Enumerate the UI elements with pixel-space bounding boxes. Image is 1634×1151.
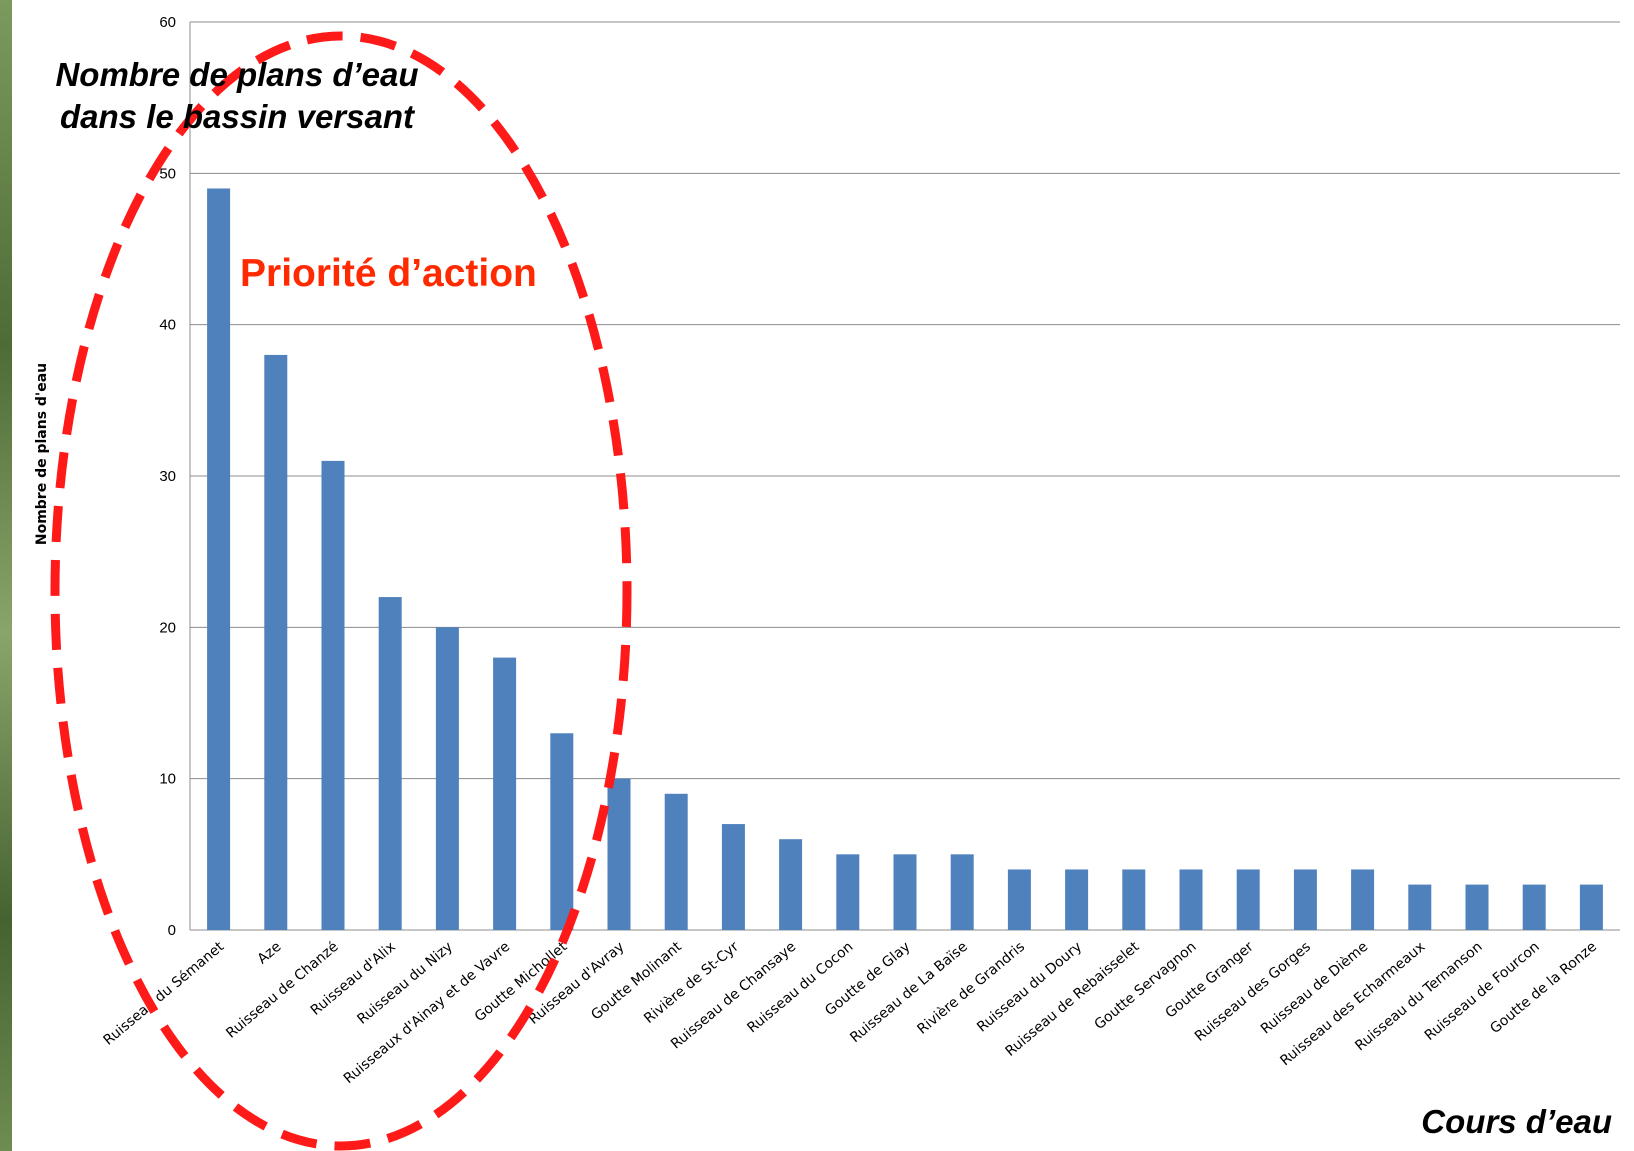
y-axis-label: Nombre de plans d'eau: [34, 363, 50, 545]
y-tick-label: 10: [159, 771, 176, 788]
bar: [1465, 884, 1489, 930]
overlay-title-line1: Nombre de plans d’eau: [55, 56, 419, 93]
y-tick-label: 30: [159, 468, 176, 485]
priority-label: Priorité d’action: [240, 252, 537, 295]
bar: [607, 778, 631, 930]
bar: [1351, 869, 1375, 930]
y-tick-label: 50: [159, 165, 176, 182]
x-tick-label: Ruisseau des Gorges: [1192, 939, 1314, 1045]
overlay-title: Nombre de plans d’eau dans le bassin ver…: [32, 54, 442, 138]
bar: [893, 854, 917, 930]
bar: [664, 793, 688, 930]
x-tick-label: Ruisseau du Doury: [974, 939, 1085, 1036]
x-tick-label: Ruisseau de Dième: [1258, 939, 1371, 1038]
y-tick-label: 20: [159, 619, 176, 636]
x-tick-label: Rivière de St-Cyr: [641, 939, 742, 1027]
x-tick-label: Aze: [255, 939, 285, 968]
bar: [1579, 884, 1603, 930]
x-tick-label: Ruisseau de La Baïse: [847, 939, 970, 1046]
y-tick-label: 40: [159, 317, 176, 334]
bar: [1293, 869, 1317, 930]
y-tick-labels: 0 10 20 30 40 50 60: [159, 14, 176, 939]
grid-lines: [189, 21, 1620, 931]
bar: [721, 824, 745, 930]
bar: [435, 627, 459, 930]
bar: [836, 854, 860, 930]
x-tick-label: Goutte de la Ronze: [1487, 939, 1600, 1037]
bar: [264, 354, 288, 930]
background-foliage: [0, 0, 12, 1151]
bar: [321, 460, 345, 930]
x-tick-label: Ruisseau du Cocon: [744, 939, 856, 1037]
bar: [1122, 869, 1146, 930]
bar: [779, 839, 803, 930]
x-tick-label: Goutte Servagnon: [1091, 939, 1199, 1033]
x-tick-label: Ruisseau de Chanzé: [223, 939, 341, 1042]
y-tick-label: 0: [168, 922, 176, 939]
priority-ellipse: [50, 31, 632, 1151]
overlay-title-line2: dans le bassin versant: [60, 98, 414, 135]
y-tick-label: 60: [159, 14, 176, 31]
bar: [1236, 869, 1260, 930]
bar: [1065, 869, 1089, 930]
bar: [1007, 869, 1031, 930]
x-tick-label: Rivière de Grandris: [914, 939, 1028, 1038]
bar: [493, 657, 517, 930]
bars: [207, 188, 1603, 930]
bar: [207, 188, 231, 930]
x-tick-label: Ruisseau du Nizy: [354, 939, 456, 1028]
bar: [1179, 869, 1203, 930]
bar: [950, 854, 974, 930]
bar: [378, 597, 402, 930]
bar: [1522, 884, 1546, 930]
bar: [550, 733, 574, 930]
bar: [1408, 884, 1432, 930]
x-axis-title: Cours d’eau: [1421, 1103, 1612, 1140]
x-tick-label: Ruisseau de Fourcon: [1422, 939, 1543, 1044]
